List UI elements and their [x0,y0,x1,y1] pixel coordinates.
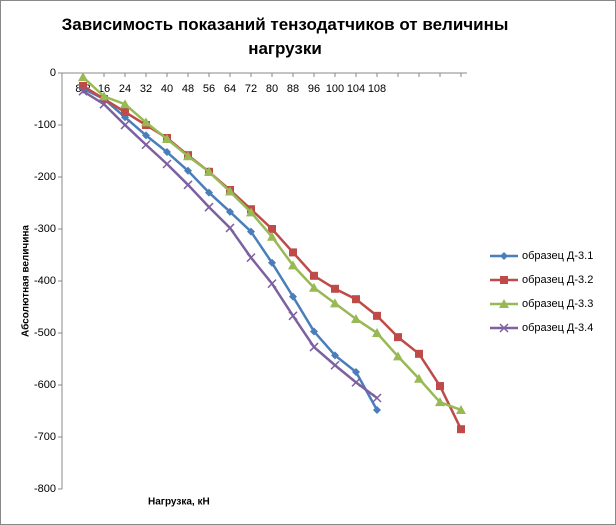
marker [225,186,235,196]
marker [204,166,214,176]
x-tick-label: 88 [287,83,299,95]
marker [499,323,509,333]
marker [331,351,339,360]
marker [351,313,361,323]
marker [457,425,465,434]
marker [247,227,255,236]
x-tick-label: 96 [308,83,320,95]
y-tick-label: -400 [34,275,56,287]
marker [78,72,88,82]
y-tick-label: -700 [34,431,56,443]
marker [352,295,360,304]
marker [267,231,277,241]
marker [120,99,130,109]
marker [268,225,276,233]
y-tick-label: -800 [34,483,56,495]
legend-label: образец Д-3.2 [522,274,593,286]
marker [330,298,340,308]
marker [267,279,277,289]
marker [141,117,151,127]
marker [288,311,298,321]
marker [246,207,256,217]
marker [330,360,340,370]
marker [435,397,445,407]
marker [372,328,382,337]
marker [310,271,318,280]
marker [309,342,319,352]
marker [183,180,193,190]
x-tick-label: 24 [119,83,131,95]
x-tick-label: 48 [182,83,194,95]
marker [351,377,361,387]
marker [78,86,88,96]
marker [120,120,130,130]
x-axis-title: Нагрузка, кН [148,497,210,508]
x-tick-label: 100 [326,83,344,95]
marker [414,373,424,383]
marker [246,253,256,263]
marker [204,202,214,212]
marker [184,166,192,175]
x-tick-label: 80 [266,83,278,95]
marker [163,148,171,157]
marker [288,260,298,270]
marker [372,393,382,403]
marker [99,91,109,101]
y-tick-label: -200 [34,171,56,183]
marker [79,82,87,90]
marker [415,349,423,358]
y-tick-label: -600 [34,379,56,391]
y-tick-label: -100 [34,119,56,131]
marker [436,382,444,391]
marker [268,258,276,267]
x-tick-label: 56 [203,83,215,95]
legend-label: образец Д-3.3 [522,298,593,310]
marker [499,299,509,308]
marker [225,223,235,233]
marker [289,248,297,257]
marker [162,134,172,144]
legend-label: образец Д-3.4 [522,322,593,334]
marker [500,276,508,284]
marker [289,292,297,301]
marker [162,159,172,169]
marker [373,311,381,320]
legend-label: образец Д-3.1 [522,250,593,262]
marker [309,282,319,292]
y-axis-title: Абсолютная величина [20,225,32,337]
x-tick-label: 64 [224,83,236,95]
marker [331,284,339,293]
marker [352,368,360,376]
marker [373,405,381,414]
y-tick-label: 0 [50,67,56,79]
x-tick-label: 72 [245,83,257,95]
marker [394,333,402,342]
marker [141,140,151,150]
x-tick-label: 104 [347,83,365,95]
x-tick-label: 108 [368,83,386,95]
x-tick-label: 40 [161,83,173,95]
marker [456,404,466,414]
chart-title: Зависимость показаний тензодатчиков от в… [62,15,509,58]
marker [226,207,234,216]
marker [393,351,403,361]
marker [142,131,150,140]
marker [500,252,508,260]
x-tick-label: 32 [140,83,152,95]
marker [99,99,109,109]
marker [310,327,318,336]
y-tick-label: -500 [34,327,56,339]
marker [121,108,129,116]
marker [183,151,193,161]
y-tick-label: -300 [34,223,56,235]
marker [205,188,213,197]
